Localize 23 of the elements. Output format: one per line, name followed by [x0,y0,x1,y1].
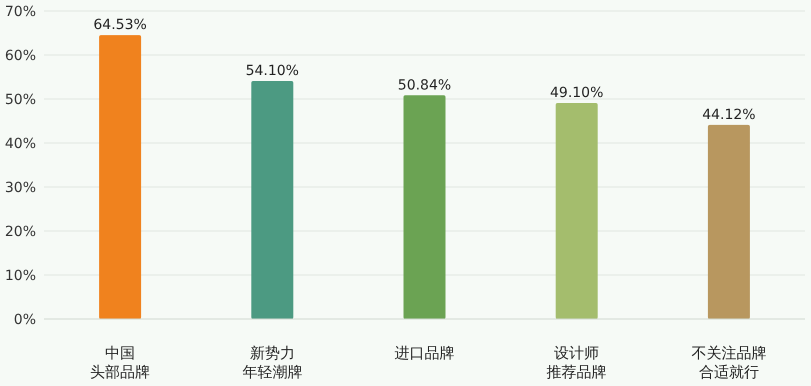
x-tick-label: 不关注品牌合适就行 [691,344,766,381]
y-tick-label: 40% [4,136,36,152]
y-tick-label: 20% [4,224,36,240]
y-tick-label: 0% [14,312,36,328]
data-label: 44.12% [702,106,756,123]
bar [708,124,750,319]
bar [99,35,142,319]
y-tick-label: 50% [4,92,36,108]
x-tick-label: 进口品牌 [394,344,454,362]
data-label: 50.84% [398,77,452,94]
bar [556,102,598,319]
data-label: 64.53% [93,17,147,34]
bar [251,80,294,319]
y-tick-label: 60% [4,48,36,64]
y-tick-label: 70% [4,4,36,20]
bar [404,95,446,319]
y-tick-label: 30% [4,180,36,196]
data-label: 49.10% [550,84,604,101]
x-tick-label: 中国头部品牌 [90,344,150,381]
y-tick-label: 10% [4,268,36,284]
x-tick-label: 设计师推荐品牌 [546,344,607,381]
data-label: 54.10% [246,62,299,79]
x-tick-label: 新势力年轻潮牌 [242,344,302,381]
